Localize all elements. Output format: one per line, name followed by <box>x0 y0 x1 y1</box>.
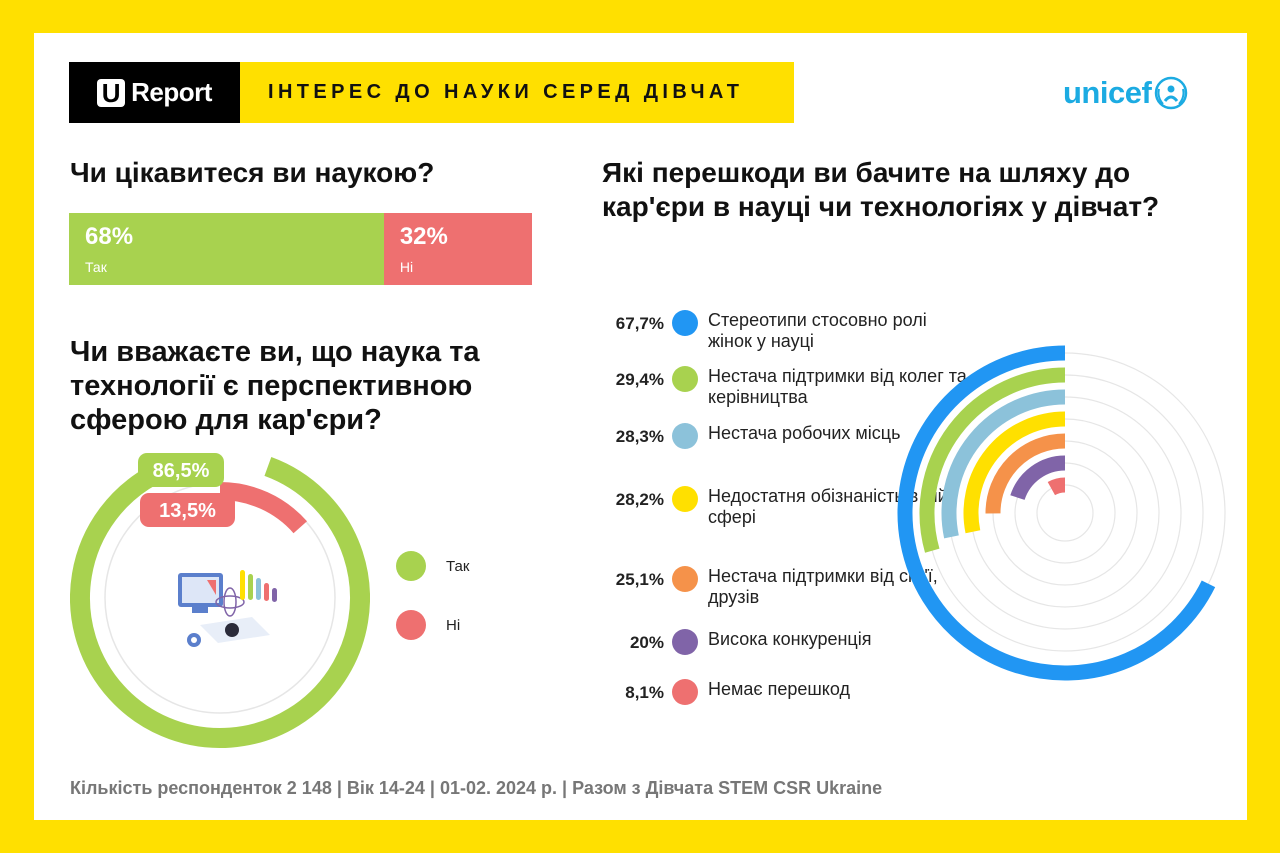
obstacle-value: 25,1% <box>615 570 664 589</box>
obstacle-label: Стереотипи стосовно ролі жінок у науці <box>708 310 927 351</box>
career-donut-chart: 86,5% 13,5% <box>70 453 370 748</box>
bar-value-label: 32% <box>399 223 448 250</box>
obstacle-color-dot <box>672 679 698 705</box>
radial-bar <box>963 411 1066 534</box>
donut-arc-no <box>219 482 308 534</box>
radial-bar <box>1047 477 1066 496</box>
interest-bar-chart: 68% Так 32% Ні <box>69 213 532 285</box>
radial-bar <box>897 345 1216 681</box>
ureport-logo-text: Report <box>131 77 212 107</box>
obstacle-row: 20% Висока конкуренція <box>590 629 968 655</box>
svg-text:13,5%: 13,5% <box>159 500 216 522</box>
radial-bar <box>941 389 1066 539</box>
page-title: ІНТЕРЕС ДО НАУКИ СЕРЕД ДІВЧАТ <box>240 62 794 123</box>
bar-value-label: 68% <box>85 223 134 250</box>
bar-category-label: Так <box>85 259 107 275</box>
obstacle-label: Нестача підтримки від колег та керівницт… <box>708 366 967 407</box>
donut-arc-yes <box>70 457 370 748</box>
obstacle-color-dot <box>672 310 698 336</box>
bar-category-label: Ні <box>399 259 414 275</box>
obstacle-value: 20% <box>629 633 664 652</box>
obstacle-row: 28,2% Недостатня обізнаність в цій сфері <box>590 486 968 528</box>
obstacle-row: 29,4% Нестача підтримки від колег та кері… <box>590 366 968 408</box>
obstacle-value: 28,2% <box>615 490 664 509</box>
obstacle-label: Висока конкуренція <box>708 629 872 649</box>
unicef-logo-text: unicef <box>1063 75 1152 110</box>
obstacle-label: Нестача робочих місць <box>708 423 901 443</box>
obstacle-value: 67,7% <box>615 314 664 333</box>
radial-bar <box>919 367 1066 553</box>
legend-dot-no <box>396 610 426 640</box>
obstacle-color-dot <box>672 366 698 392</box>
radial-guide-ring <box>1036 484 1094 542</box>
radial-bar <box>985 433 1066 514</box>
question-career-prospects: Чи вважаєте ви, що наука та технології є… <box>70 336 480 436</box>
footer-info: Кількість респонденток 2 148 | Вік 14-24… <box>70 778 883 798</box>
obstacle-row: 8,1% Немає перешкод <box>590 679 968 705</box>
unicef-logo: unicef <box>1063 72 1189 114</box>
obstacle-row: 67,7% Стереотипи стосовно ролі жінок у на… <box>590 310 968 352</box>
legend-label-no: Ні <box>446 616 461 634</box>
obstacles-radial-chart <box>897 345 1226 681</box>
svg-text:86,5%: 86,5% <box>153 460 210 482</box>
obstacle-color-dot <box>672 566 698 592</box>
obstacle-color-dot <box>672 423 698 449</box>
ureport-logo: U Report <box>69 62 240 123</box>
radial-bar <box>1010 455 1066 501</box>
legend-item-yes: Так <box>396 551 469 581</box>
unicef-emblem-icon <box>1155 76 1188 110</box>
legend-dot-yes <box>396 551 426 581</box>
donut-value-label-no: 13,5% <box>140 493 235 527</box>
question-obstacles: Які перешкоди ви бачите на шляху до кар'… <box>602 157 1160 222</box>
donut-value-label-yes: 86,5% <box>138 453 224 487</box>
obstacle-value: 8,1% <box>625 683 664 702</box>
obstacle-value: 29,4% <box>615 370 664 389</box>
bar-segment-yes: 68% Так <box>69 213 384 285</box>
obstacle-label: Немає перешкод <box>708 679 850 699</box>
obstacle-row: 25,1% Нестача підтримки від сім'ї, друзів <box>590 566 968 608</box>
obstacle-label: Недостатня обізнаність в цій сфері <box>708 486 948 527</box>
obstacle-row: 28,3% Нестача робочих місць <box>590 423 968 449</box>
obstacle-color-dot <box>672 486 698 512</box>
bar-segment-no: 32% Ні <box>383 213 532 285</box>
ureport-logo-letter: U <box>97 78 126 107</box>
science-lab-icon <box>178 570 277 647</box>
question-interest: Чи цікавитеся ви наукою? <box>70 157 435 188</box>
obstacle-value: 28,3% <box>615 427 664 446</box>
legend-label-yes: Так <box>446 557 470 575</box>
obstacle-color-dot <box>672 629 698 655</box>
legend-item-no: Ні <box>396 610 460 640</box>
obstacle-label: Нестача підтримки від сім'ї, друзів <box>708 566 938 607</box>
